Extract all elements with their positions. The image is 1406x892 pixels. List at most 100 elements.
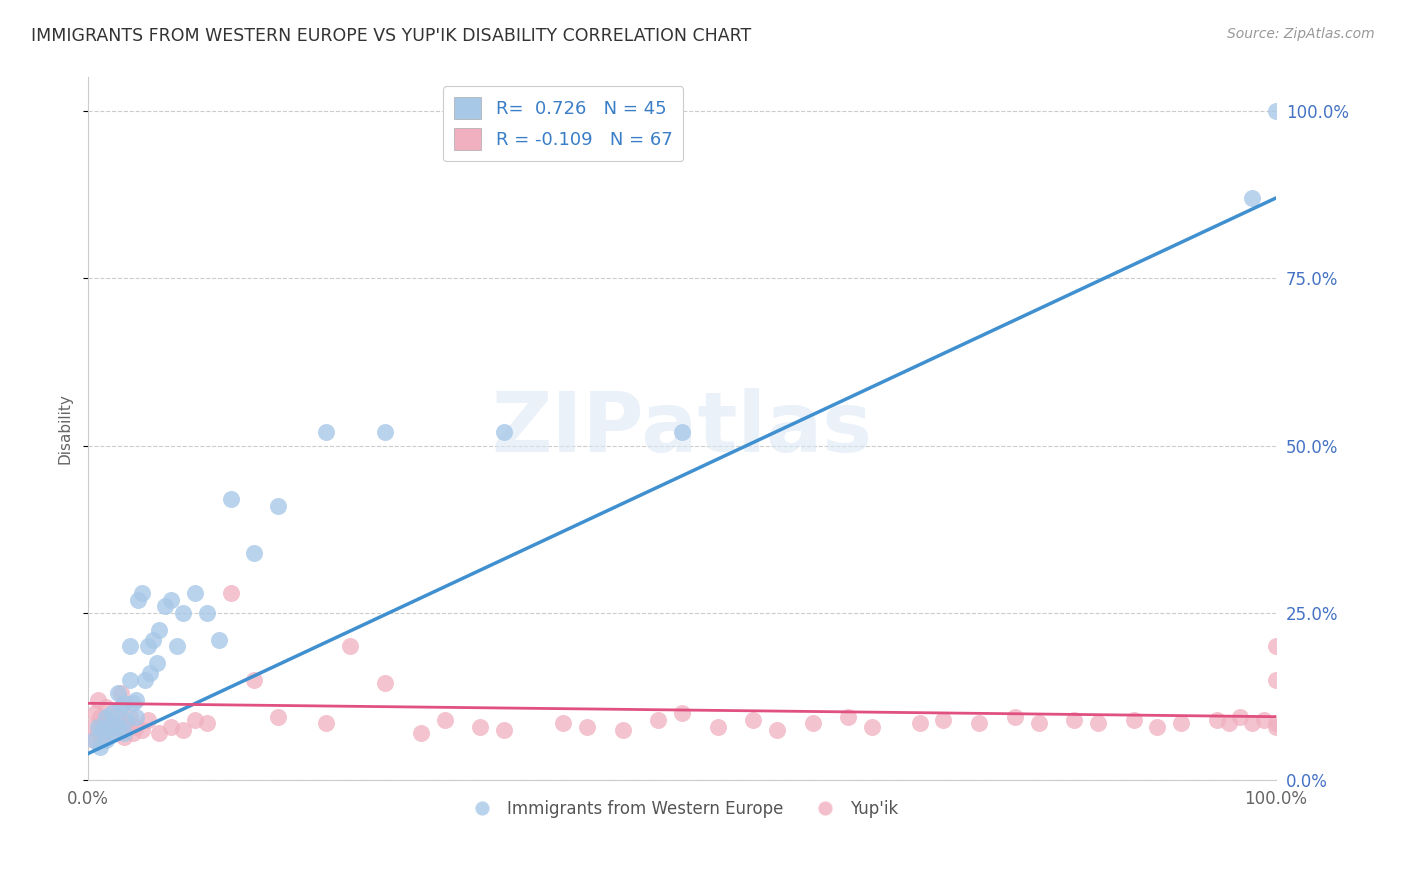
Point	[101, 726, 124, 740]
Text: ZIPatlas: ZIPatlas	[492, 388, 873, 469]
Point	[86, 723, 108, 737]
Point	[243, 673, 266, 687]
Point	[107, 686, 129, 700]
Point	[89, 709, 111, 723]
Point	[118, 709, 141, 723]
Point	[1265, 673, 1288, 687]
Point	[553, 716, 575, 731]
Point	[219, 492, 242, 507]
Point	[1218, 716, 1240, 731]
Point	[612, 723, 634, 737]
Point	[91, 723, 114, 737]
Point	[89, 739, 111, 754]
Point	[243, 546, 266, 560]
Point	[83, 733, 105, 747]
Point	[195, 716, 218, 731]
Point	[576, 720, 599, 734]
Point	[98, 713, 121, 727]
Point	[112, 696, 135, 710]
Point	[124, 720, 146, 734]
Point	[837, 709, 859, 723]
Point	[101, 706, 124, 721]
Point	[134, 673, 156, 687]
Point	[1241, 191, 1264, 205]
Legend: Immigrants from Western Europe, Yup'ik: Immigrants from Western Europe, Yup'ik	[458, 793, 905, 825]
Point	[374, 425, 396, 440]
Point	[107, 709, 129, 723]
Point	[122, 696, 145, 710]
Point	[110, 699, 132, 714]
Point	[766, 723, 789, 737]
Point	[742, 713, 765, 727]
Point	[1146, 720, 1168, 734]
Point	[136, 640, 159, 654]
Point	[131, 723, 153, 737]
Point	[1122, 713, 1144, 727]
Point	[671, 706, 693, 721]
Point	[492, 425, 515, 440]
Point	[139, 666, 162, 681]
Point	[1241, 716, 1264, 731]
Point	[801, 716, 824, 731]
Point	[118, 673, 141, 687]
Point	[374, 676, 396, 690]
Point	[492, 723, 515, 737]
Point	[160, 720, 183, 734]
Point	[142, 632, 165, 647]
Point	[86, 693, 108, 707]
Point	[122, 726, 145, 740]
Point	[315, 716, 337, 731]
Point	[1265, 103, 1288, 118]
Point	[94, 733, 117, 747]
Point	[124, 709, 146, 723]
Point	[219, 586, 242, 600]
Point	[94, 726, 117, 740]
Point	[86, 720, 108, 734]
Text: IMMIGRANTS FROM WESTERN EUROPE VS YUP'IK DISABILITY CORRELATION CHART: IMMIGRANTS FROM WESTERN EUROPE VS YUP'IK…	[31, 27, 751, 45]
Point	[107, 720, 129, 734]
Point	[339, 640, 361, 654]
Point	[208, 632, 231, 647]
Point	[195, 606, 218, 620]
Point	[1265, 720, 1288, 734]
Point	[166, 640, 188, 654]
Point	[112, 730, 135, 744]
Point	[184, 586, 207, 600]
Point	[1265, 640, 1288, 654]
Point	[115, 716, 138, 731]
Point	[1265, 716, 1288, 731]
Point	[101, 720, 124, 734]
Point	[148, 726, 170, 740]
Point	[932, 713, 955, 727]
Point	[124, 693, 146, 707]
Point	[1028, 716, 1050, 731]
Point	[80, 720, 103, 734]
Point	[115, 713, 138, 727]
Point	[118, 640, 141, 654]
Point	[1004, 709, 1026, 723]
Point	[967, 716, 990, 731]
Point	[1063, 713, 1085, 727]
Point	[89, 730, 111, 744]
Point	[110, 686, 132, 700]
Point	[94, 709, 117, 723]
Point	[112, 726, 135, 740]
Point	[103, 716, 125, 731]
Point	[131, 586, 153, 600]
Point	[1253, 713, 1275, 727]
Point	[267, 499, 290, 513]
Point	[647, 713, 669, 727]
Y-axis label: Disability: Disability	[58, 393, 72, 465]
Point	[1205, 713, 1227, 727]
Point	[91, 716, 114, 731]
Point	[84, 706, 107, 721]
Point	[860, 720, 883, 734]
Point	[98, 720, 121, 734]
Point	[409, 726, 432, 740]
Point	[172, 606, 194, 620]
Point	[707, 720, 730, 734]
Point	[155, 599, 177, 614]
Point	[908, 716, 931, 731]
Point	[267, 709, 290, 723]
Point	[671, 425, 693, 440]
